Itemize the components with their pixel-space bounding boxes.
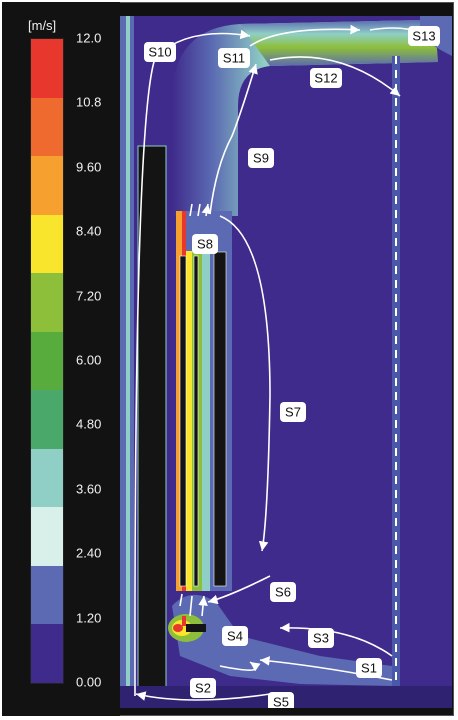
colorbar-swatch [31, 156, 63, 215]
colorbar-tick-label: 0.00 [76, 674, 102, 690]
colorbar-swatch [31, 507, 63, 566]
heater-edge [182, 616, 186, 626]
streamlines [134, 24, 439, 701]
colorbar-tick-label: 1.20 [76, 610, 102, 626]
arrow-s11 [249, 24, 361, 47]
colorbar-swatch [31, 390, 63, 449]
step-label-s12: S12 [310, 68, 342, 88]
step-label-s10: S10 [144, 42, 176, 62]
step-label-text: S5 [273, 695, 289, 709]
step-label-text: S1 [361, 661, 377, 676]
step-label-s4: S4 [222, 626, 248, 646]
arrow-s5 [135, 691, 271, 701]
inlet-jet-peak [173, 624, 183, 632]
colorbar-tick-label: 4.80 [76, 416, 102, 432]
step-label-text: S7 [285, 405, 301, 420]
step-label-text: S10 [148, 45, 171, 60]
colorbar-swatch [31, 97, 63, 157]
step-label-box [218, 48, 250, 68]
arrow-s9 [209, 63, 258, 215]
step-label-s11: S11 [218, 48, 250, 68]
arrow-s8 [189, 204, 208, 216]
top-duct [240, 20, 438, 66]
riser-duct [172, 20, 438, 216]
step-label-text: S9 [253, 151, 269, 166]
left-solid-wall [137, 145, 167, 695]
colorbar-swatch [31, 331, 63, 391]
flow-background [120, 16, 452, 708]
step-label-box [192, 234, 218, 254]
step-label-text: S6 [275, 585, 291, 600]
colorbar-swatch [31, 273, 63, 332]
step-label-text: S3 [313, 631, 329, 646]
heater-block [186, 624, 206, 632]
inlet-flow [172, 594, 392, 686]
right-wall-flow [392, 56, 400, 696]
colorbar-tick-label: 12.0 [76, 30, 102, 46]
colorbar-tick-label: 8.40 [76, 223, 102, 239]
colorbar-swatch [31, 448, 63, 508]
fin-3 [213, 251, 227, 587]
arrow-s4 [179, 594, 204, 617]
arrow-s2 [219, 661, 261, 672]
legend-unit: [m/s] [28, 18, 57, 33]
flow-field-diagram: S1 S2 S3 S4 S5 S6 S7 S8 S9 S10 S11 S12 S13 [120, 16, 452, 708]
colorbar-swatch [31, 39, 63, 98]
step-label-s3: S3 [308, 628, 334, 648]
step-label-box [308, 628, 334, 648]
step-label-box [190, 678, 216, 698]
colorbar-swatch [31, 565, 63, 625]
step-label-text: S13 [412, 29, 435, 44]
step-label-box [356, 658, 382, 678]
step-label-s6: S6 [270, 582, 296, 602]
colorbar-tick-label: 6.00 [76, 352, 102, 368]
step-label-s7: S7 [280, 402, 306, 422]
colorbar-tick-label: 9.60 [76, 159, 102, 175]
step-label-box [268, 692, 294, 708]
step-label-text: S2 [195, 681, 211, 696]
step-label-box [280, 402, 306, 422]
step-labels: S1 S2 S3 S4 S5 S6 S7 S8 S9 S10 S11 S12 S13 [144, 26, 440, 708]
left-channel-flow [126, 16, 130, 708]
step-label-s9: S9 [248, 148, 274, 168]
arrow-s10 [134, 29, 251, 697]
channel-flow-2 [202, 251, 210, 591]
step-label-box [144, 42, 176, 62]
arrow-s3 [279, 622, 393, 657]
colorbar-tick-label: 3.60 [76, 481, 102, 497]
step-label-s5: S5 [268, 692, 294, 708]
colorbar-swatch [31, 214, 63, 274]
velocity-legend: [m/s] 12.0 10.8 9.60 8.40 7.20 6.00 4.80 3.60 2.… [2, 2, 120, 716]
step-label-box [248, 148, 274, 168]
step-label-box [270, 582, 296, 602]
arrow-s12 [269, 56, 401, 97]
step-label-s8: S8 [192, 234, 218, 254]
colorbar-tick-label: 2.40 [76, 545, 102, 561]
step-label-s13: S13 [408, 26, 440, 46]
step-label-s1: S1 [356, 658, 382, 678]
fin-1 [179, 255, 187, 587]
step-label-box [222, 626, 248, 646]
fin-2 [193, 255, 199, 587]
colorbar-tick-label: 10.8 [76, 94, 102, 110]
colorbar [30, 38, 64, 684]
hot-plume [186, 251, 192, 591]
colorbar-swatch [31, 624, 63, 683]
step-label-box [408, 26, 440, 46]
step-label-text: S8 [197, 237, 213, 252]
colorbar-tick-label: 7.20 [76, 288, 102, 304]
step-label-text: S4 [227, 629, 243, 644]
step-label-box [310, 68, 342, 88]
step-label-s2: S2 [190, 678, 216, 698]
arrow-s7 [219, 215, 271, 552]
step-label-text: S11 [223, 51, 245, 66]
step-label-text: S12 [314, 71, 337, 86]
